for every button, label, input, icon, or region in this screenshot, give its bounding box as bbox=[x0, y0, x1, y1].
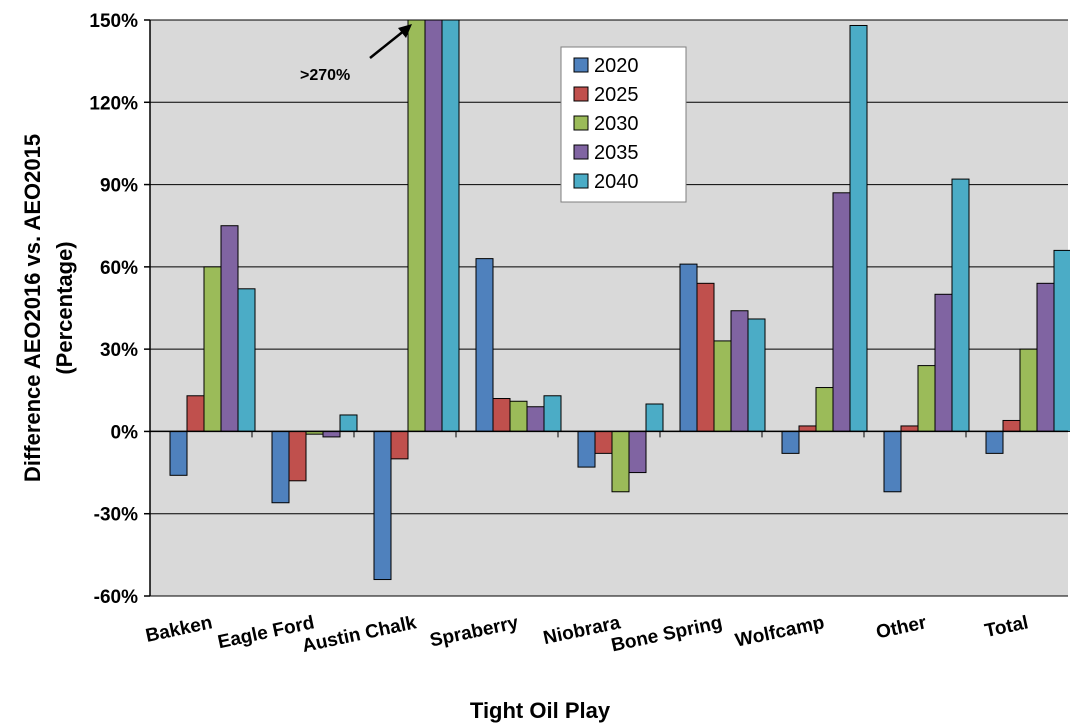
bar-total-2020 bbox=[985, 430, 1004, 454]
x-tick-label: Bone Spring bbox=[609, 612, 724, 656]
x-tick-label: Total bbox=[983, 612, 1030, 642]
legend-swatch-2025 bbox=[573, 86, 589, 102]
bar-austin-chalk-2040 bbox=[441, 19, 460, 432]
bar-austin-chalk-2035 bbox=[424, 19, 443, 432]
bar-eagle-ford-2020 bbox=[271, 430, 290, 504]
bar-spraberry-2020 bbox=[475, 258, 494, 432]
bar-niobrara-2020 bbox=[577, 430, 596, 468]
bar-bakken-2025 bbox=[186, 395, 205, 432]
x-tick-label: Eagle Ford bbox=[216, 612, 316, 653]
bar-niobrara-2040 bbox=[645, 403, 664, 432]
bar-bone-spring-2030 bbox=[713, 340, 732, 432]
bar-bakken-2035 bbox=[220, 225, 239, 432]
y-tick-label: 30% bbox=[100, 340, 138, 361]
y-axis-title-line1: Difference AEO2016 vs. AEO2015 bbox=[20, 134, 45, 482]
legend-swatch-2030 bbox=[573, 115, 589, 131]
bar-total-2035 bbox=[1036, 282, 1055, 432]
y-tick-label: 60% bbox=[100, 258, 138, 279]
y-tick-label: 90% bbox=[100, 176, 138, 197]
bar-niobrara-2030 bbox=[611, 430, 630, 493]
bar-other-2035 bbox=[934, 293, 953, 432]
x-tick-label: Spraberry bbox=[428, 612, 521, 651]
bar-wolfcamp-2030 bbox=[815, 387, 834, 432]
legend-label-2035: 2035 bbox=[594, 142, 639, 164]
x-tick-label: Wolfcamp bbox=[733, 612, 826, 651]
bar-bone-spring-2020 bbox=[679, 263, 698, 432]
bar-bakken-2020 bbox=[169, 430, 188, 476]
annotation-label: >270% bbox=[300, 67, 350, 84]
x-axis-title: Tight Oil Play bbox=[470, 698, 611, 723]
legend-swatch-2040 bbox=[573, 173, 589, 189]
y-tick-label: 120% bbox=[89, 93, 138, 114]
annotation: >270% bbox=[300, 24, 412, 84]
y-axis-title-line2: (Percentage) bbox=[52, 241, 77, 374]
bar-total-2025 bbox=[1002, 419, 1021, 432]
bar-eagle-ford-2025 bbox=[288, 430, 307, 482]
legend-swatch-2020 bbox=[573, 57, 589, 73]
bar-spraberry-2025 bbox=[492, 398, 511, 432]
bar-eagle-ford-2040 bbox=[339, 414, 358, 432]
bar-spraberry-2040 bbox=[543, 395, 562, 432]
bar-other-2020 bbox=[883, 430, 902, 493]
x-tick-label: Other bbox=[874, 612, 929, 643]
legend-swatch-2035 bbox=[573, 144, 589, 160]
y-tick-label: 150% bbox=[89, 11, 138, 32]
annotation-arrow-head bbox=[398, 24, 412, 38]
bar-niobrara-2025 bbox=[594, 430, 613, 454]
x-tick-label: Austin Chalk bbox=[300, 612, 418, 657]
bar-wolfcamp-2020 bbox=[781, 430, 800, 454]
legend: 2020 2025 2030 2035 2040 bbox=[560, 46, 687, 203]
bar-spraberry-2030 bbox=[509, 400, 528, 432]
y-tick-labels: -60% -30% 0% 30% 60% 90% 120% 150% bbox=[89, 11, 138, 608]
bar-bakken-2040 bbox=[237, 288, 256, 432]
bar-wolfcamp-2040 bbox=[849, 24, 868, 432]
legend-label-2040: 2040 bbox=[594, 171, 639, 193]
bar-austin-chalk-2030 bbox=[407, 19, 426, 432]
bar-wolfcamp-2025 bbox=[798, 425, 817, 432]
y-tick-label: 0% bbox=[111, 422, 139, 443]
bar-eagle-ford-2035 bbox=[322, 430, 341, 438]
bar-total-2040 bbox=[1053, 249, 1070, 432]
x-tick-label: Bakken bbox=[144, 612, 214, 647]
y-tick-label: -60% bbox=[94, 587, 138, 608]
bar-austin-chalk-2025 bbox=[390, 430, 409, 460]
bar-other-2025 bbox=[900, 425, 919, 432]
bar-austin-chalk-2020 bbox=[373, 430, 392, 581]
legend-label-2020: 2020 bbox=[594, 55, 639, 77]
annotation-arrow bbox=[369, 29, 406, 59]
bar-spraberry-2035 bbox=[526, 406, 545, 432]
bar-bone-spring-2025 bbox=[696, 282, 715, 432]
bar-other-2040 bbox=[951, 178, 970, 432]
legend-label-2025: 2025 bbox=[594, 84, 639, 106]
bar-other-2030 bbox=[917, 365, 936, 432]
bar-bone-spring-2040 bbox=[747, 318, 766, 432]
bar-wolfcamp-2035 bbox=[832, 192, 851, 432]
bar-bone-spring-2035 bbox=[730, 310, 749, 432]
y-tick-label: -30% bbox=[94, 505, 138, 526]
bars bbox=[149, 19, 1070, 581]
bar-total-2030 bbox=[1019, 348, 1038, 432]
legend-label-2030: 2030 bbox=[594, 113, 639, 135]
bar-bakken-2030 bbox=[203, 266, 222, 432]
bar-niobrara-2035 bbox=[628, 430, 647, 474]
